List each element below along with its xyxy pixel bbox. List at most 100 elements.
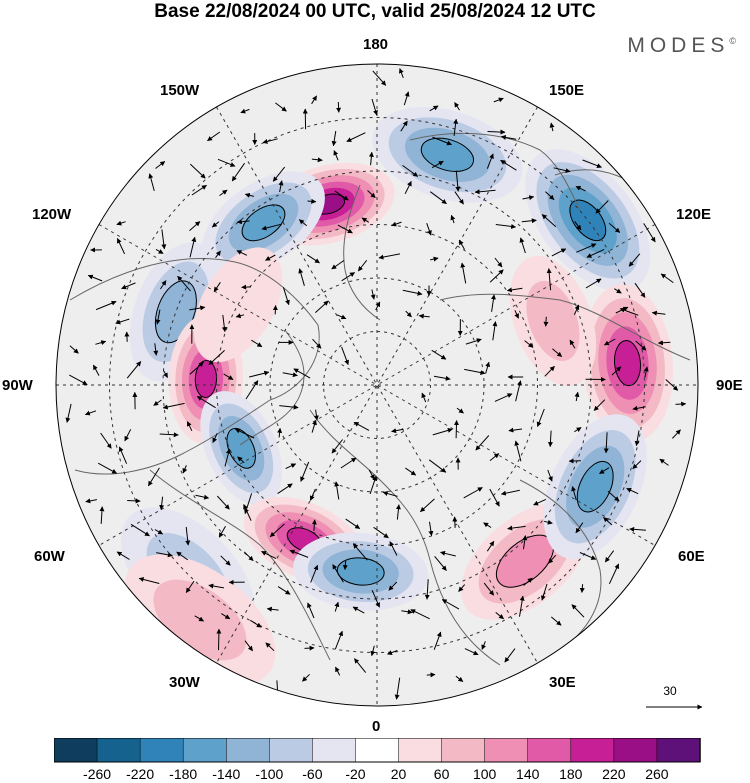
wind-vector [84, 410, 97, 416]
wind-vector [629, 526, 646, 532]
wind-vector [266, 606, 279, 612]
wind-vector [215, 250, 221, 258]
anomaly-contour [194, 360, 218, 398]
wind-vector [153, 399, 162, 406]
lon-label-60e: 60E [678, 548, 705, 565]
wind-vector [382, 491, 398, 497]
wind-vector [161, 229, 167, 250]
wind-vector [148, 173, 155, 192]
wind-vector [475, 435, 490, 451]
wind-vector [483, 522, 492, 528]
wind-vector [500, 489, 520, 496]
wind-vector [189, 305, 206, 311]
anomaly-contour [241, 204, 286, 242]
wind-vector [265, 642, 275, 652]
wind-vector [361, 217, 370, 223]
wind-vector [235, 313, 245, 319]
wind-vector [216, 628, 222, 651]
wind-vector [607, 490, 620, 502]
wind-vector [575, 522, 584, 534]
wind-vector [523, 577, 533, 586]
wind-vector [429, 105, 439, 112]
wind-vector [298, 268, 305, 286]
wind-vector [116, 551, 130, 560]
wind-vector [189, 361, 204, 375]
wind-vector [155, 161, 166, 169]
wind-vector [195, 494, 210, 500]
wind-vector [341, 272, 356, 282]
colorbar-tick-label: -100 [255, 766, 284, 782]
wind-vector [121, 282, 136, 290]
wind-vector [593, 399, 606, 411]
wind-vector [69, 345, 79, 354]
wind-vector [311, 95, 318, 105]
wind-vector [331, 439, 343, 454]
wind-vector [579, 584, 585, 593]
wind-vector [460, 262, 467, 284]
wind-vector [552, 348, 563, 357]
wind-vector [163, 370, 169, 378]
wind-vector [244, 640, 253, 652]
wind-vector [311, 157, 323, 163]
copyright-mark: © [729, 36, 736, 46]
wind-vector [231, 162, 246, 182]
colorbar-tick-label: -60 [302, 766, 323, 782]
wind-vector [506, 287, 523, 293]
graticule [56, 64, 698, 706]
colorbar-segment [570, 738, 615, 763]
wind-vector [354, 658, 367, 673]
wind-vector [304, 645, 315, 651]
wind-vector [194, 615, 205, 622]
wind-vector [307, 602, 315, 619]
wind-vector [371, 98, 378, 116]
wind-vector [211, 221, 220, 228]
wind-vector [245, 380, 259, 400]
wind-vector [599, 467, 610, 475]
wind-vector [189, 163, 206, 179]
wind-vector [262, 138, 278, 144]
wind-vector [336, 101, 342, 113]
wind-vector [391, 428, 404, 434]
wind-vector [243, 503, 252, 521]
wind-vector [306, 254, 320, 264]
wind-vector [628, 253, 641, 267]
wind-vector [458, 239, 466, 250]
wind-vector [453, 118, 459, 136]
wind-vector [474, 189, 496, 195]
colorbar-segment [269, 738, 314, 763]
wind-vector [603, 338, 616, 346]
wind-vector [519, 595, 525, 617]
anomaly-contour [336, 557, 385, 586]
wind-vector [331, 259, 345, 270]
wind-vector [352, 543, 368, 561]
wind-vector [430, 191, 447, 205]
wind-vector [277, 483, 293, 495]
wind-vector [99, 506, 105, 524]
wind-vector [454, 191, 464, 205]
wind-vector [95, 300, 117, 311]
wind-vector [333, 150, 339, 161]
wind-vector [659, 458, 669, 466]
wind-vector [97, 462, 118, 474]
wind-vector [277, 586, 291, 595]
wind-vector [486, 540, 495, 552]
wind-vector [212, 432, 218, 443]
wind-vector [550, 616, 562, 626]
wind-vector [486, 153, 494, 169]
brand-text: MODES [627, 34, 730, 57]
wind-vector [571, 604, 585, 618]
wind-vector [635, 340, 647, 351]
wind-vector [100, 432, 112, 449]
wind-vector [313, 409, 319, 421]
wind-vector [275, 102, 287, 112]
wind-vector [155, 248, 164, 254]
wind-vector [426, 223, 432, 236]
colorbar-segment [613, 738, 658, 763]
wind-vector [221, 613, 231, 620]
colorbar-segment [182, 738, 228, 763]
wind-vector [234, 428, 255, 439]
wind-vector [115, 318, 130, 325]
wind-vector [315, 300, 329, 313]
colorbar-segment [312, 738, 357, 763]
wind-vector [543, 519, 553, 525]
